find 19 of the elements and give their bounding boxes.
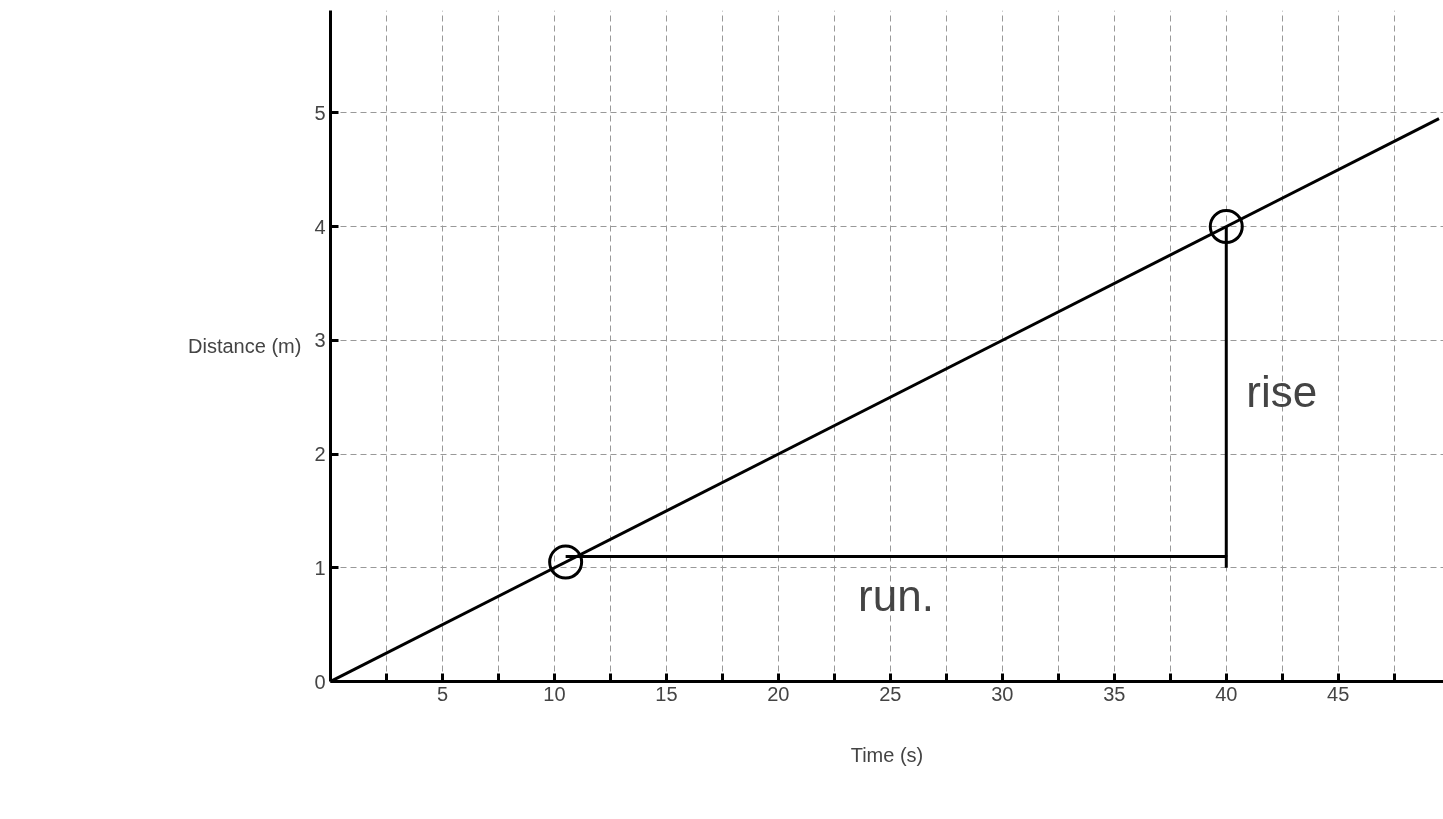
x-tick-label: 20	[767, 682, 790, 705]
annotation: rise	[1246, 366, 1318, 416]
x-tick-label: 5	[436, 682, 449, 705]
y-axis-title: Distance (m)	[188, 335, 302, 357]
y-tick-label: 1	[314, 556, 326, 579]
x-tick-label: 45	[1327, 682, 1350, 705]
x-tick-label: 40	[1215, 682, 1238, 705]
y-tick-label: 5	[314, 101, 326, 124]
x-axis-title: Time (s)	[850, 743, 924, 766]
x-tick-label: 10	[543, 682, 566, 705]
x-tick-label: 25	[879, 682, 902, 705]
y-tick-label: 0	[314, 670, 326, 693]
x-tick-label: 15	[655, 682, 678, 705]
x-tick-label: 30	[991, 682, 1014, 705]
y-tick-label: 2	[314, 443, 326, 466]
x-tick-label: 35	[1103, 682, 1126, 705]
y-tick-label: 4	[314, 215, 326, 238]
y-tick-label: 3	[314, 329, 326, 352]
annotation: run.	[858, 571, 934, 621]
